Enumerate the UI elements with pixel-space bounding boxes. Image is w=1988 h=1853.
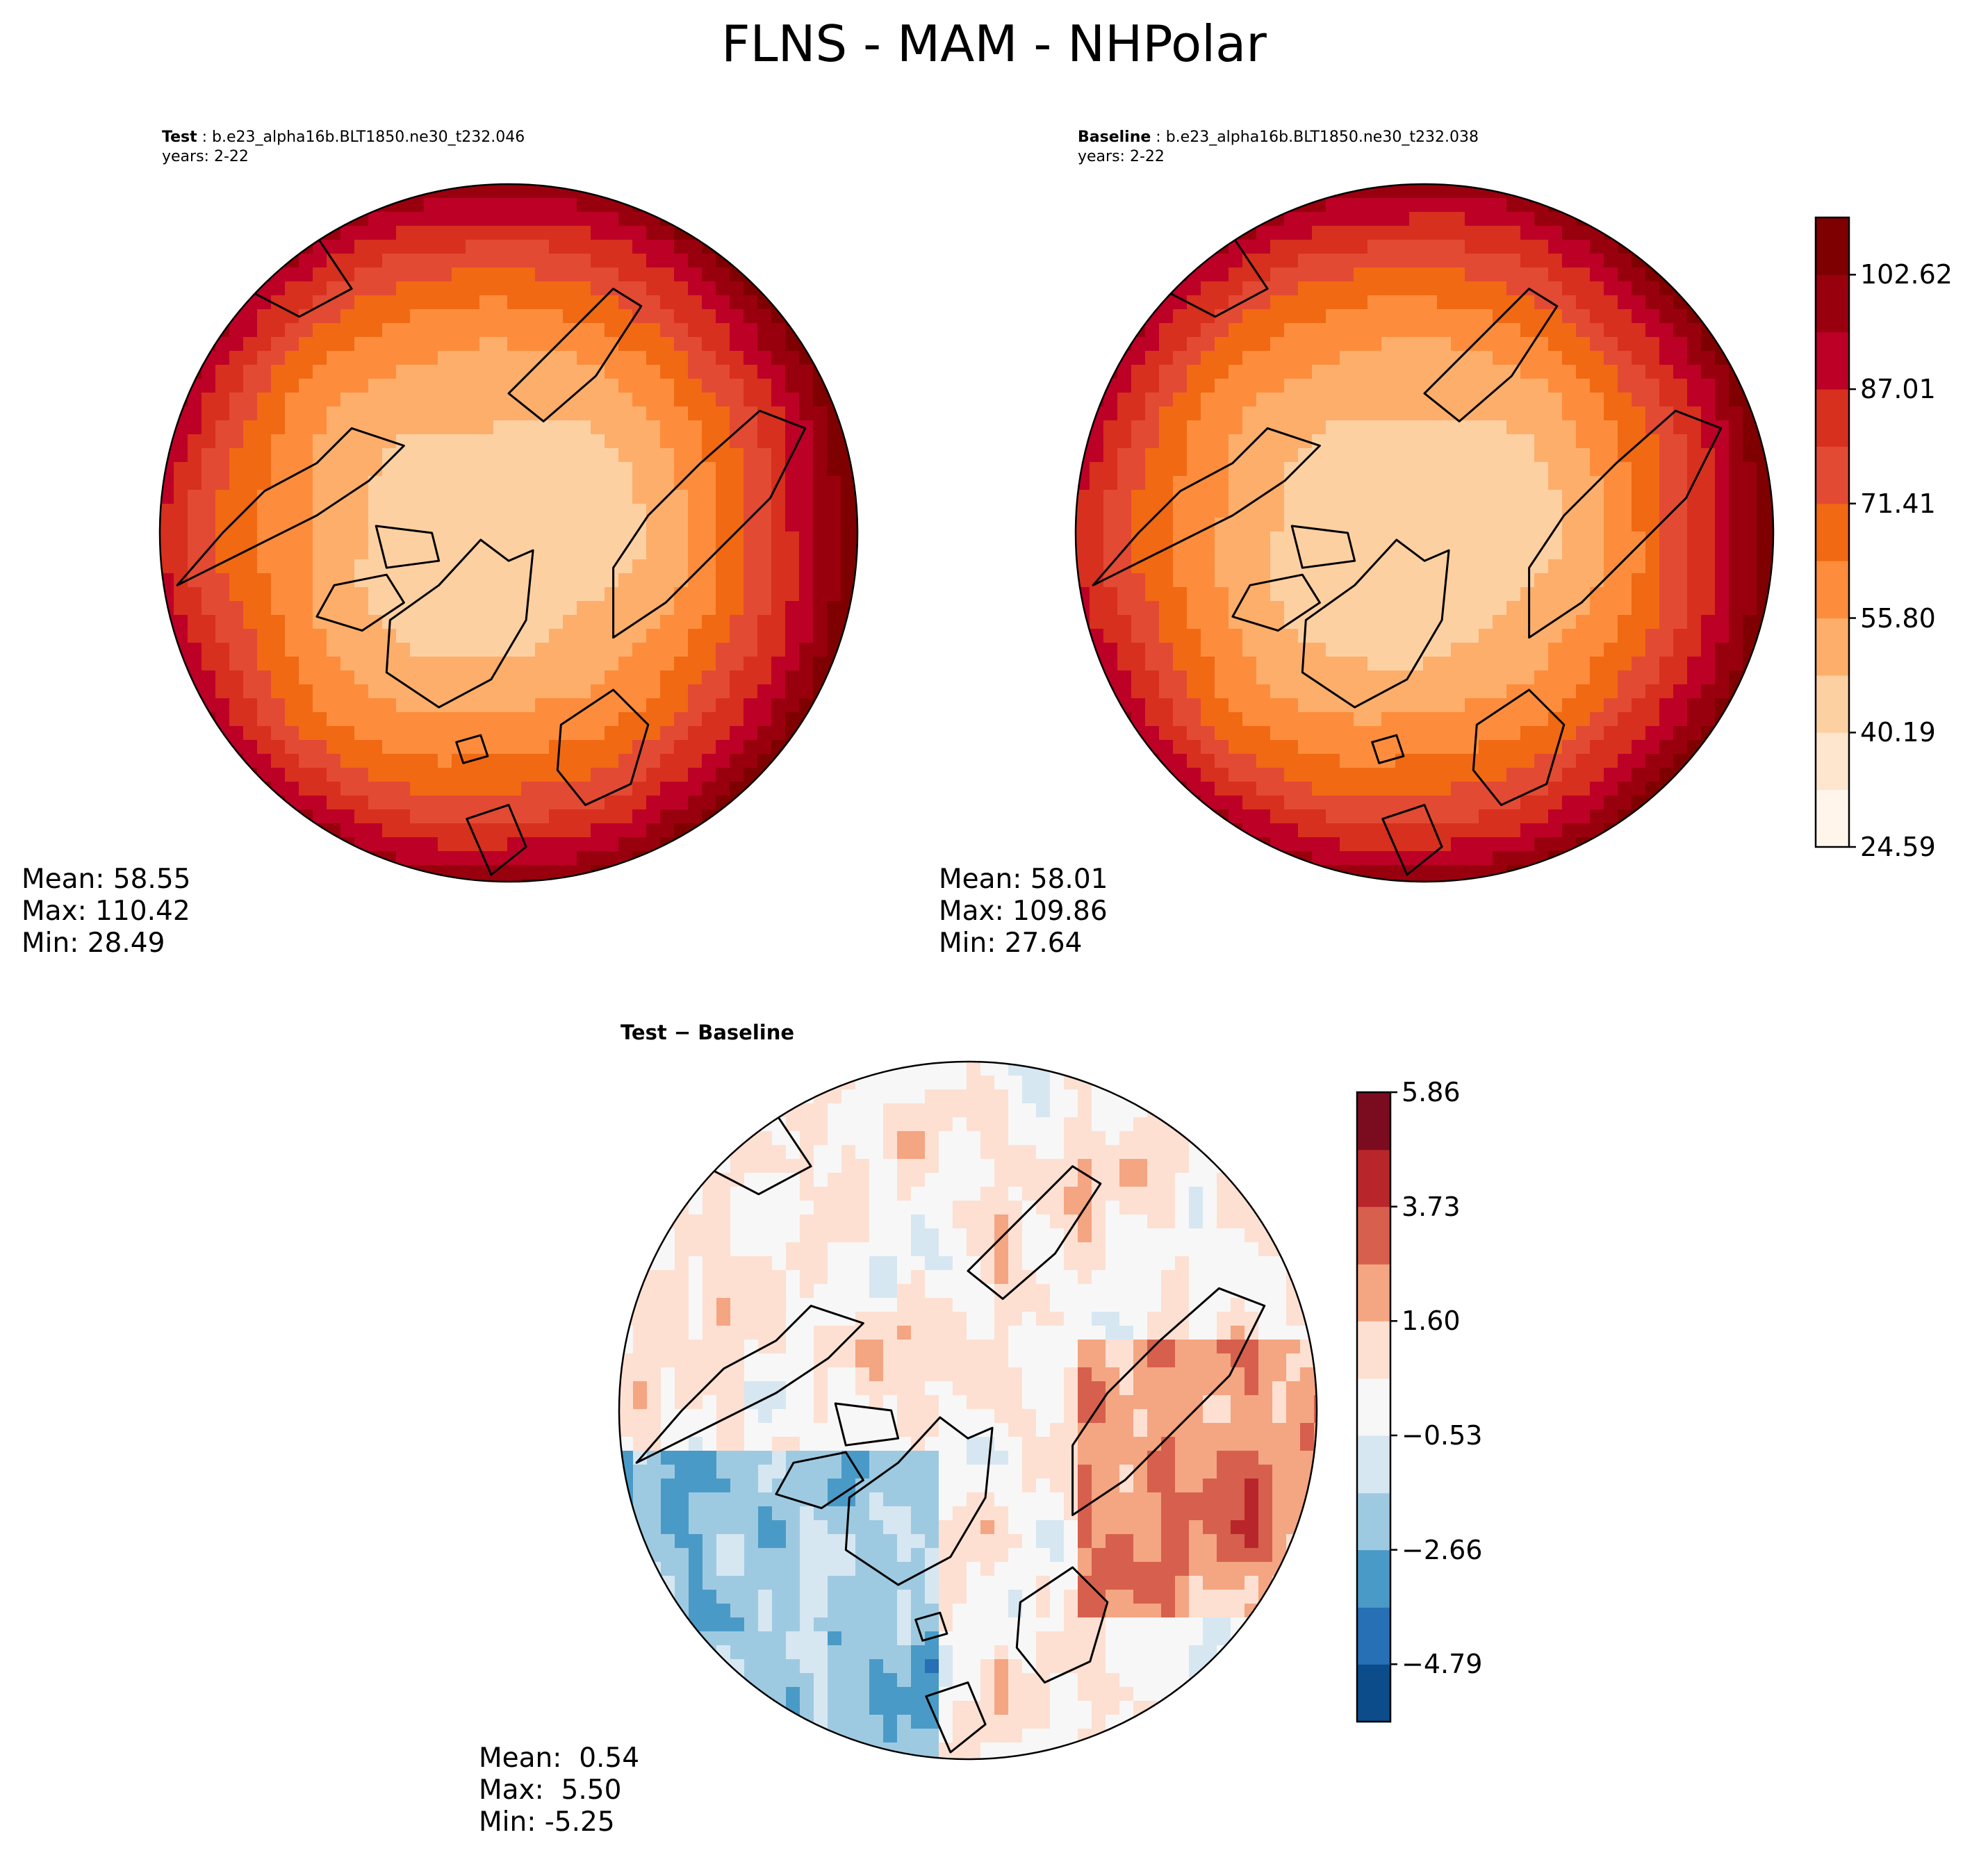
baseline-years: years: 2-22 [1078,148,1165,165]
baseline-colorbar-band [1816,789,1849,848]
difference-field [619,1062,1317,1759]
difference-min: Min: -5.25 [479,1806,615,1838]
test-field [160,184,857,882]
test-min: Min: 28.49 [22,928,165,959]
test-case-name: b.e23_alpha16b.BLT1850.ne30_t232.046 [212,129,525,146]
difference-colorbar-band [1357,1321,1390,1379]
difference-colorbar-band [1357,1206,1390,1265]
difference-stats: Mean: 0.54 Max: 5.50 Min: -5.25 [479,1743,639,1838]
difference-mean: Mean: 0.54 [479,1743,640,1774]
difference-colorbar-band [1357,1435,1390,1494]
difference-colorbar-band [1357,1492,1390,1551]
test-mean: Mean: 58.55 [22,864,191,895]
baseline-max: Max: 109.86 [939,896,1108,927]
baseline-case-name: b.e23_alpha16b.BLT1850.ne30_t232.038 [1165,129,1479,146]
baseline-colorbar-tick-label: 102.62 [1860,259,1953,290]
difference-colorbar-tick-label: −2.66 [1402,1534,1483,1565]
baseline-colorbar-band [1816,217,1849,275]
baseline-colorbar-tick-label: 40.19 [1860,717,1936,748]
difference-colorbar-frame [1356,1091,1392,1723]
difference-colorbar-tick-label: −0.53 [1402,1419,1483,1451]
difference-colorbar-band [1357,1549,1390,1608]
baseline-colorbar-frame [1814,216,1850,848]
difference-colorbar-band [1357,1378,1390,1436]
baseline-colorbar-tick-label: 87.01 [1860,374,1936,405]
baseline-colorbar-band [1816,618,1849,676]
difference-colorbar [1356,1091,1397,1723]
baseline-coastlines [1092,200,1723,876]
baseline-panel-header: Baseline : b.e23_alpha16b.BLT1850.ne30_t… [1078,129,1479,165]
difference-colorbar-band [1357,1607,1390,1665]
baseline-map-border [1074,183,1775,883]
baseline-colorbar-band [1816,732,1849,791]
baseline-map [1074,183,1775,883]
difference-colorbar-tick-label: 3.73 [1402,1191,1461,1222]
test-max: Max: 110.42 [22,896,190,927]
baseline-colorbar-tick-label: 71.41 [1860,488,1936,519]
baseline-colorbar-band [1816,446,1849,504]
difference-map-border [618,1060,1318,1761]
test-label: Test [162,129,197,146]
difference-colorbar-tick-label: 5.86 [1402,1077,1461,1107]
baseline-label: Baseline [1078,129,1151,146]
baseline-mean: Mean: 58.01 [939,864,1108,895]
baseline-colorbar-band [1816,274,1849,333]
test-panel-header: Test : b.e23_alpha16b.BLT1850.ne30_t232.… [162,129,525,165]
difference-map [618,1060,1318,1761]
baseline-field [1076,184,1773,882]
difference-max: Max: 5.50 [479,1774,622,1806]
baseline-stats: Mean: 58.01 Max: 109.86 Min: 27.64 [939,864,1108,960]
test-years: years: 2-22 [162,148,249,165]
baseline-colorbar-band [1816,675,1849,733]
difference-colorbar-tick-label: −4.79 [1402,1649,1483,1680]
baseline-colorbar-tick-label: 55.80 [1860,602,1936,634]
difference-colorbar-band [1357,1092,1390,1151]
baseline-colorbar-band [1816,561,1849,619]
baseline-colorbar-tick-label: 24.59 [1860,832,1936,862]
difference-panel-title: Test − Baseline [621,1021,795,1044]
difference-colorbar-tick-label: 1.60 [1402,1306,1461,1337]
test-map-border [158,183,859,883]
test-coastlines [176,200,807,876]
baseline-colorbar-band [1816,331,1849,390]
difference-colorbar-band [1357,1149,1390,1208]
test-map [158,183,859,883]
baseline-colorbar-band [1816,503,1849,561]
baseline-min: Min: 27.64 [939,928,1083,959]
difference-colorbar-band [1357,1264,1390,1321]
baseline-colorbar-band [1816,389,1849,447]
baseline-colorbar [1814,216,1856,848]
difference-colorbar-band [1357,1664,1390,1722]
figure-title: FLNS - MAM - NHPolar [721,15,1267,73]
difference-coastlines [635,1078,1266,1754]
test-stats: Mean: 58.55 Max: 110.42 Min: 28.49 [22,864,190,960]
